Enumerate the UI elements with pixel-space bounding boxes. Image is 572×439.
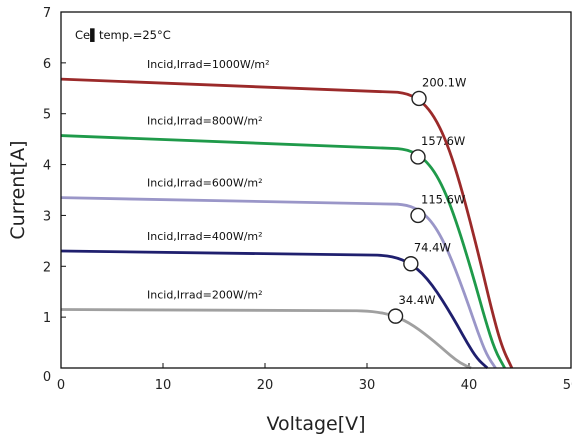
x-tick-label: 20 <box>257 378 274 393</box>
series-name-label-5: Incid,Irrad=200W/m² <box>147 289 263 302</box>
curves-layer <box>60 77 514 370</box>
x-tick-label: 10 <box>155 378 172 393</box>
mpp-power-label-3: 115.6W <box>421 192 465 206</box>
y-tick-label: 4 <box>43 159 51 174</box>
y-tick-label: 7 <box>43 6 51 21</box>
mpp-marker-2 <box>410 149 426 165</box>
y-axis-title: Current[A] <box>7 140 29 239</box>
series-name-label-3: Incid,Irrad=600W/m² <box>147 177 263 190</box>
x-tick-label: 0 <box>57 378 65 393</box>
mpp-marker-4 <box>403 256 419 272</box>
mpp-power-label-1: 200.1W <box>422 75 466 89</box>
mpp-power-label-4: 74.4W <box>414 241 451 255</box>
y-tick-label: 2 <box>43 260 51 275</box>
x-tick-label: 30 <box>359 378 376 393</box>
mpp-power-label-5: 34.4W <box>399 293 436 307</box>
series-line-1 <box>60 77 514 369</box>
mpp-marker-1 <box>411 90 427 107</box>
x-axis-title: Voltage[V] <box>266 413 365 435</box>
y-tick-label: 5 <box>43 108 51 123</box>
mpp-marker-3 <box>410 207 426 224</box>
y-tick-label: 6 <box>43 57 51 72</box>
series-name-label-1: Incid,Irrad=1000W/m² <box>147 58 270 71</box>
x-tick-label: 50 <box>563 378 572 393</box>
mpp-power-label-2: 157.6W <box>421 134 465 148</box>
series-name-label-2: Incid,Irrad=800W/m² <box>147 115 263 128</box>
series-name-label-4: Incid,Irrad=400W/m² <box>147 230 263 243</box>
x-tick-label: 40 <box>461 378 478 393</box>
series-line-4 <box>60 249 489 370</box>
y-tick-label: 0 <box>43 370 51 385</box>
series-line-5 <box>60 308 472 370</box>
cell-temp-annotation: Ce▌temp.=25°C <box>75 28 171 42</box>
y-tick-label: 3 <box>43 209 51 224</box>
series-line-3 <box>60 196 497 369</box>
plot-frame <box>60 11 572 369</box>
series-line-2 <box>60 134 506 369</box>
labels-layer: 200.1W Incid,Irrad=1000W/m² 157.6W Incid,Ir… <box>147 58 466 324</box>
y-tick-label: 1 <box>43 311 51 326</box>
mpp-marker-5 <box>387 308 404 324</box>
